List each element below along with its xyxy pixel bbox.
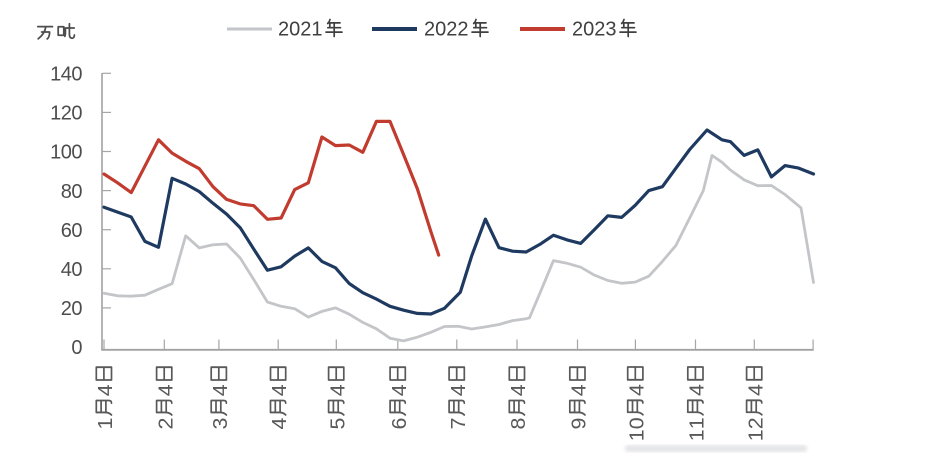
svg-text:4: 4	[269, 384, 291, 396]
svg-text:4: 4	[568, 384, 590, 396]
svg-text:5: 5	[327, 418, 349, 430]
svg-text:9: 9	[568, 418, 590, 430]
svg-text:60: 60	[61, 220, 83, 242]
svg-text:2: 2	[155, 418, 177, 430]
svg-text:4: 4	[508, 384, 530, 396]
svg-text:4: 4	[155, 384, 177, 396]
svg-text:2023: 2023	[572, 19, 617, 41]
svg-text:1: 1	[686, 429, 708, 441]
svg-text:20: 20	[61, 298, 83, 320]
svg-text:0: 0	[71, 337, 82, 359]
svg-text:100: 100	[50, 142, 82, 164]
svg-text:4: 4	[745, 384, 767, 396]
svg-text:1: 1	[686, 417, 708, 429]
svg-text:80: 80	[61, 181, 83, 203]
svg-text:140: 140	[50, 64, 82, 86]
svg-text:1: 1	[95, 418, 117, 430]
svg-text:7: 7	[447, 418, 469, 430]
svg-text:4: 4	[327, 384, 349, 396]
svg-text:4: 4	[447, 384, 469, 396]
svg-text:1: 1	[745, 429, 767, 441]
svg-text:40: 40	[61, 259, 83, 281]
svg-text:4: 4	[686, 384, 708, 396]
svg-text:120: 120	[50, 103, 82, 125]
svg-text:4: 4	[95, 384, 117, 396]
svg-text:4: 4	[388, 384, 410, 396]
svg-text:2022: 2022	[424, 19, 469, 41]
svg-text:0: 0	[626, 417, 648, 429]
svg-text:1: 1	[626, 429, 648, 441]
svg-text:4: 4	[210, 384, 232, 396]
svg-text:4: 4	[626, 384, 648, 396]
svg-text:4: 4	[269, 418, 291, 430]
svg-text:3: 3	[210, 418, 232, 430]
svg-text:6: 6	[388, 418, 410, 430]
svg-text:2021: 2021	[278, 19, 323, 41]
svg-text:2: 2	[745, 417, 767, 429]
svg-text:8: 8	[508, 418, 530, 430]
